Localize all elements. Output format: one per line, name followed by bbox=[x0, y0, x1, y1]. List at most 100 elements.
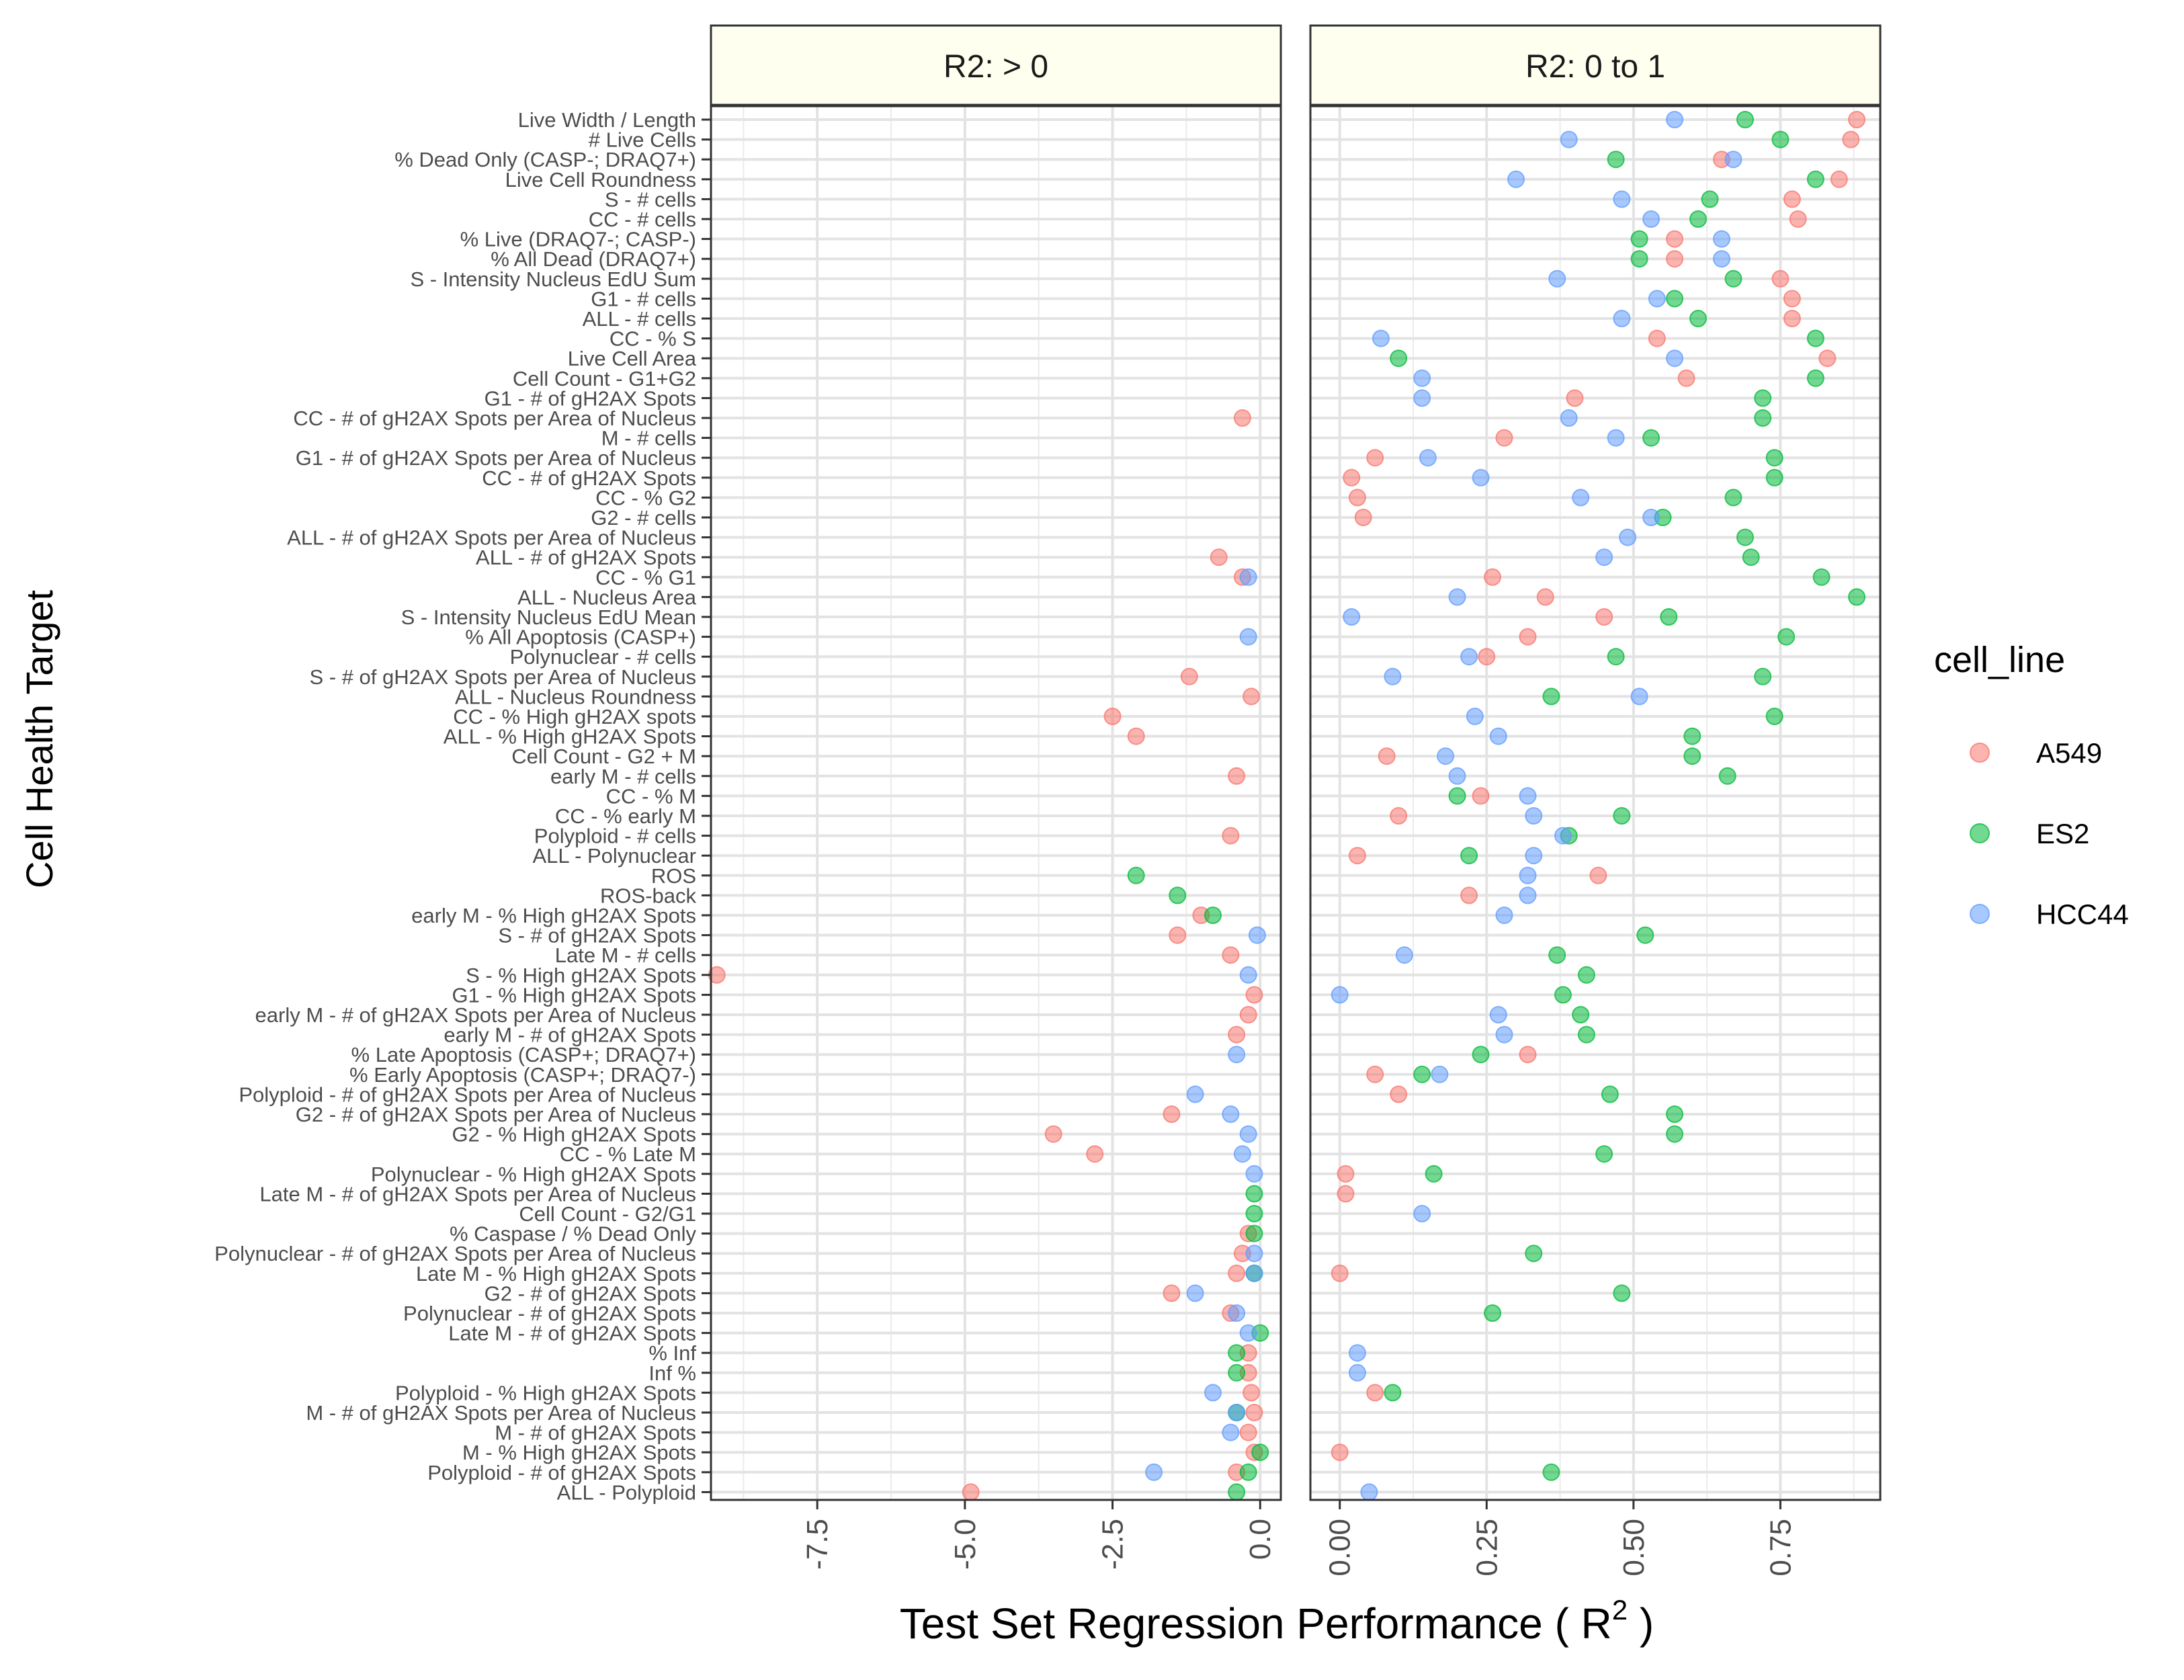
data-point-es2 bbox=[1666, 1125, 1684, 1143]
data-point-es2 bbox=[1754, 667, 1772, 685]
data-point-hcc44 bbox=[1239, 628, 1257, 646]
x-axis-title-end: ) bbox=[1628, 1599, 1654, 1648]
y-tick-label: Late M - # of gH2AX Spots bbox=[448, 1322, 696, 1345]
y-tick-label: Live Width / Length bbox=[518, 108, 696, 132]
y-tick-label: G2 - # of gH2AX Spots bbox=[485, 1282, 696, 1305]
data-point-es2 bbox=[1701, 190, 1719, 208]
y-tick-label: Polyploid - # of gH2AX Spots bbox=[427, 1461, 696, 1484]
y-tick-label: CC - # of gH2AX Spots per Area of Nucleu… bbox=[293, 407, 696, 430]
data-point-es2 bbox=[1595, 1145, 1613, 1163]
data-point-a549 bbox=[1239, 1006, 1257, 1023]
y-tick-label: % Dead Only (CASP-; DRAQ7+) bbox=[394, 148, 696, 171]
data-point-hcc44 bbox=[1460, 648, 1478, 666]
data-point-hcc44 bbox=[1554, 827, 1572, 845]
data-point-a549 bbox=[1243, 687, 1261, 706]
data-point-hcc44 bbox=[1384, 667, 1402, 685]
data-point-a549 bbox=[1648, 329, 1666, 347]
data-point-a549 bbox=[1536, 588, 1554, 606]
data-point-es2 bbox=[1448, 787, 1466, 805]
panel-strip bbox=[1309, 24, 1882, 106]
y-tick-label: CC - % M bbox=[606, 784, 696, 808]
data-point-es2 bbox=[1724, 489, 1742, 507]
data-point-hcc44 bbox=[1186, 1284, 1204, 1302]
data-point-hcc44 bbox=[1395, 946, 1413, 964]
data-point-es2 bbox=[1542, 1463, 1560, 1481]
y-tick-label: Cell Count - G2 + M bbox=[511, 745, 696, 768]
y-tick-label: Cell Count - G2/G1 bbox=[519, 1202, 696, 1226]
data-point-es2 bbox=[1765, 468, 1783, 487]
data-point-es2 bbox=[1771, 130, 1790, 149]
data-point-hcc44 bbox=[1239, 1125, 1257, 1143]
data-point-a549 bbox=[1666, 250, 1684, 268]
data-point-a549 bbox=[1595, 608, 1613, 626]
panel-strip-label: R2: 0 to 1 bbox=[1525, 49, 1665, 85]
data-point-es2 bbox=[1754, 389, 1772, 407]
data-point-a549 bbox=[1103, 708, 1122, 725]
data-point-es2 bbox=[1169, 886, 1187, 905]
y-tick-label: CC - # cells bbox=[589, 208, 696, 231]
y-tick-label: ALL - # cells bbox=[583, 307, 696, 331]
data-point-es2 bbox=[1613, 807, 1631, 825]
y-tick-labels: Live Width / Length# Live Cells% Dead On… bbox=[214, 108, 711, 1504]
y-tick-label: % Late Apoptosis (CASP+; DRAQ7+) bbox=[351, 1043, 696, 1066]
data-point-a549 bbox=[1348, 847, 1366, 865]
y-tick-label: S - Intensity Nucleus EdU Mean bbox=[401, 605, 696, 629]
data-point-hcc44 bbox=[1648, 290, 1666, 308]
data-point-hcc44 bbox=[1519, 886, 1537, 905]
data-point-es2 bbox=[1630, 250, 1648, 268]
data-point-hcc44 bbox=[1245, 1264, 1263, 1282]
data-point-a549 bbox=[1337, 1185, 1355, 1203]
y-tick-label: Polynuclear - % High gH2AX Spots bbox=[371, 1163, 696, 1186]
y-tick-label: ALL - Nucleus Roundness bbox=[455, 685, 696, 708]
y-tick-label: Live Cell Area bbox=[568, 347, 697, 370]
data-point-hcc44 bbox=[1630, 687, 1648, 706]
data-point-a549 bbox=[1343, 468, 1361, 487]
legend-key bbox=[1970, 823, 1990, 843]
y-tick-label: G1 - % High gH2AX Spots bbox=[452, 983, 696, 1007]
data-point-hcc44 bbox=[1507, 170, 1525, 188]
y-tick-label: CC - # of gH2AX Spots bbox=[482, 466, 696, 490]
data-point-es2 bbox=[1666, 290, 1684, 308]
y-tick-label: % Live (DRAQ7-; CASP-) bbox=[460, 228, 696, 251]
data-point-a549 bbox=[1472, 787, 1490, 805]
data-point-hcc44 bbox=[1419, 449, 1437, 467]
y-tick-label: Late M - # of gH2AX Spots per Area of Nu… bbox=[259, 1182, 696, 1206]
data-point-a549 bbox=[1495, 429, 1513, 447]
data-point-hcc44 bbox=[1228, 1404, 1246, 1421]
data-point-hcc44 bbox=[1448, 588, 1466, 606]
y-tick-label: CC - % G2 bbox=[595, 486, 696, 509]
x-axis-title-sup: 2 bbox=[1612, 1594, 1628, 1626]
data-point-hcc44 bbox=[1572, 489, 1590, 507]
data-point-es2 bbox=[1127, 866, 1145, 884]
data-point-hcc44 bbox=[1145, 1463, 1163, 1481]
y-tick-label: % Early Apoptosis (CASP+; DRAQ7-) bbox=[349, 1063, 696, 1087]
legend-title: cell_line bbox=[1934, 640, 2065, 680]
x-tick-label: -5.0 bbox=[949, 1519, 982, 1570]
panel-strip bbox=[710, 24, 1282, 106]
data-point-a549 bbox=[1348, 489, 1366, 507]
data-point-hcc44 bbox=[1666, 349, 1684, 368]
data-point-a549 bbox=[1366, 1384, 1384, 1402]
data-point-hcc44 bbox=[1245, 1165, 1263, 1183]
data-point-a549 bbox=[1180, 667, 1198, 685]
y-tick-label: S - % High gH2AX Spots bbox=[466, 964, 696, 987]
y-tick-label: CC - % Late M bbox=[560, 1142, 696, 1166]
data-point-es2 bbox=[1245, 1224, 1263, 1243]
x-axis-title-main: Test Set Regression Performance ( R bbox=[900, 1599, 1612, 1648]
data-point-hcc44 bbox=[1607, 429, 1625, 447]
data-point-hcc44 bbox=[1548, 269, 1566, 288]
data-point-es2 bbox=[1245, 1205, 1263, 1222]
x-tick-label: -2.5 bbox=[1097, 1519, 1130, 1570]
y-tick-label: ALL - Nucleus Area bbox=[517, 585, 697, 609]
data-point-hcc44 bbox=[1472, 468, 1490, 487]
panel-1: R2: > 0 -7.5 -5.0 -2.5 0.0 bbox=[708, 24, 1282, 1570]
data-point-es2 bbox=[1554, 986, 1572, 1004]
y-tick-label: % All Apoptosis (CASP+) bbox=[465, 626, 696, 649]
data-point-es2 bbox=[1636, 926, 1654, 944]
data-point-a549 bbox=[1245, 986, 1263, 1004]
data-point-a549 bbox=[1228, 1025, 1246, 1044]
y-tick-label: ROS-back bbox=[600, 884, 696, 907]
data-point-a549 bbox=[1460, 886, 1478, 905]
data-point-a549 bbox=[1842, 130, 1860, 149]
data-point-hcc44 bbox=[1348, 1363, 1366, 1382]
